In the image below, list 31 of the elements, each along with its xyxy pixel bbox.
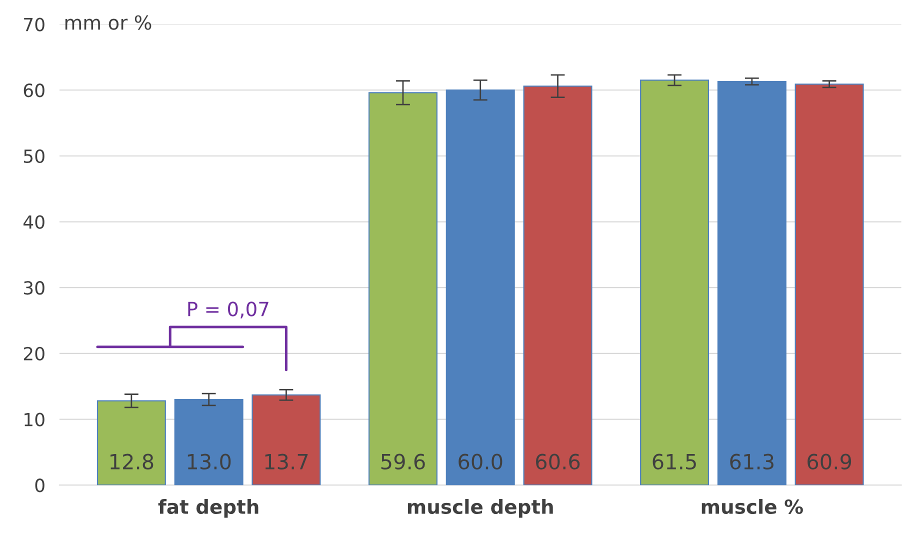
bar: [523, 86, 592, 486]
bar: [640, 80, 710, 486]
y-tick-label: 10: [24, 412, 44, 426]
annotation: P = 0,07: [188, 302, 268, 318]
data-label: 13.7: [265, 454, 308, 470]
x-tick-label: fat depth: [158, 498, 258, 518]
bar: [368, 92, 438, 486]
bar: [96, 400, 166, 486]
data-label: 13.0: [188, 454, 231, 470]
y-tick-label: 0: [35, 478, 44, 492]
y-tick-label: 20: [24, 346, 44, 361]
data-label: 60.0: [458, 454, 502, 470]
bar: [252, 394, 321, 486]
bar: [794, 84, 864, 486]
bar: [717, 80, 786, 486]
data-label: 60.9: [808, 454, 852, 470]
y-tick-label: 70: [24, 18, 44, 32]
y-axis-title: mm or %: [65, 15, 152, 30]
data-label: 61.3: [730, 454, 774, 470]
bar: [174, 398, 244, 486]
y-tick-label: 50: [24, 149, 44, 164]
y-tick-label: 40: [23, 215, 44, 229]
bar: [446, 90, 515, 486]
data-label: 60.6: [536, 454, 580, 470]
data-label: 12.8: [110, 454, 154, 470]
data-label: 59.6: [381, 454, 425, 470]
y-tick-label: 60: [24, 84, 44, 98]
y-tick-label: 30: [24, 281, 44, 295]
x-tick-label: muscle %: [702, 498, 803, 514]
data-label: 61.5: [652, 454, 696, 470]
x-tick-label: muscle depth: [408, 498, 553, 518]
